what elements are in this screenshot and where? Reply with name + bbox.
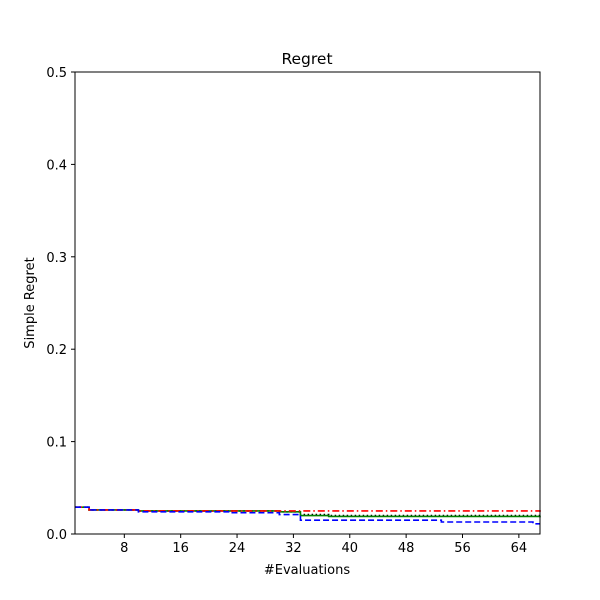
y-tick-label: 0.4 [46,158,67,173]
y-tick-label: 0.2 [46,343,67,358]
series-layer [75,506,541,525]
y-tick-label: 0.5 [46,66,67,81]
x-tick-label: 64 [511,541,528,556]
plot-area [74,71,541,535]
x-tick-label: 32 [285,541,302,556]
x-axis: 8 16 24 32 40 48 56 64 [120,534,527,556]
y-axis: 0.0 0.1 0.2 0.3 0.4 0.5 [46,66,75,543]
x-tick-label: 16 [172,541,189,556]
x-tick-label: 40 [341,541,358,556]
series-line-4 [75,506,540,525]
chart-title: Regret [281,50,332,68]
plot-frame [74,71,541,535]
x-tick-label: 48 [398,541,415,556]
x-tick-label: 56 [454,541,471,556]
x-tick-label: 8 [120,541,128,556]
y-tick-label: 0.3 [46,251,67,266]
y-tick-label: 0.1 [46,436,67,451]
x-axis-label: #Evaluations [264,563,350,578]
x-tick-label: 24 [229,541,246,556]
y-axis-label: Simple Regret [23,257,38,348]
y-tick-label: 0.0 [46,528,67,543]
